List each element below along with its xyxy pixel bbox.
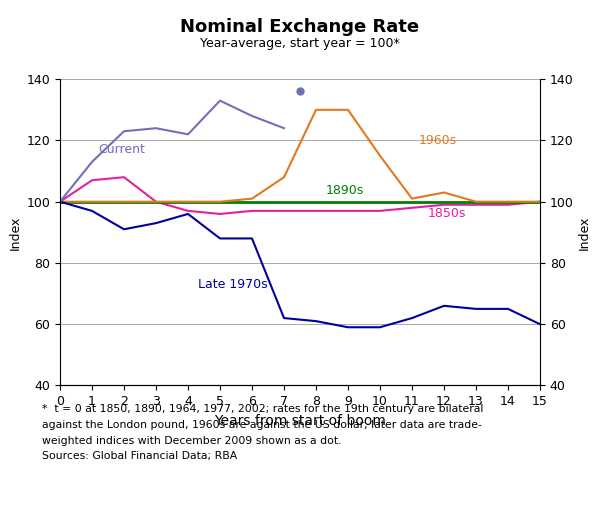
Text: Sources: Global Financial Data; RBA: Sources: Global Financial Data; RBA (42, 451, 237, 461)
Text: 1850s: 1850s (428, 208, 466, 221)
Text: Year-average, start year = 100*: Year-average, start year = 100* (200, 37, 400, 50)
Text: weighted indices with December 2009 shown as a dot.: weighted indices with December 2009 show… (42, 436, 341, 446)
Text: Current: Current (98, 143, 145, 156)
Y-axis label: Index: Index (578, 215, 591, 250)
Text: Nominal Exchange Rate: Nominal Exchange Rate (181, 18, 419, 36)
Text: 1890s: 1890s (326, 184, 364, 197)
Y-axis label: Index: Index (9, 215, 22, 250)
Text: against the London pound, 1960s are against the US dollar, later data are trade-: against the London pound, 1960s are agai… (42, 420, 482, 430)
Text: *  t = 0 at 1850, 1890, 1964, 1977, 2002; rates for the 19th century are bilater: * t = 0 at 1850, 1890, 1964, 1977, 2002;… (42, 404, 484, 414)
X-axis label: Years from start of boom: Years from start of boom (214, 414, 386, 428)
Text: 1960s: 1960s (418, 134, 457, 147)
Text: Late 1970s: Late 1970s (197, 278, 267, 291)
